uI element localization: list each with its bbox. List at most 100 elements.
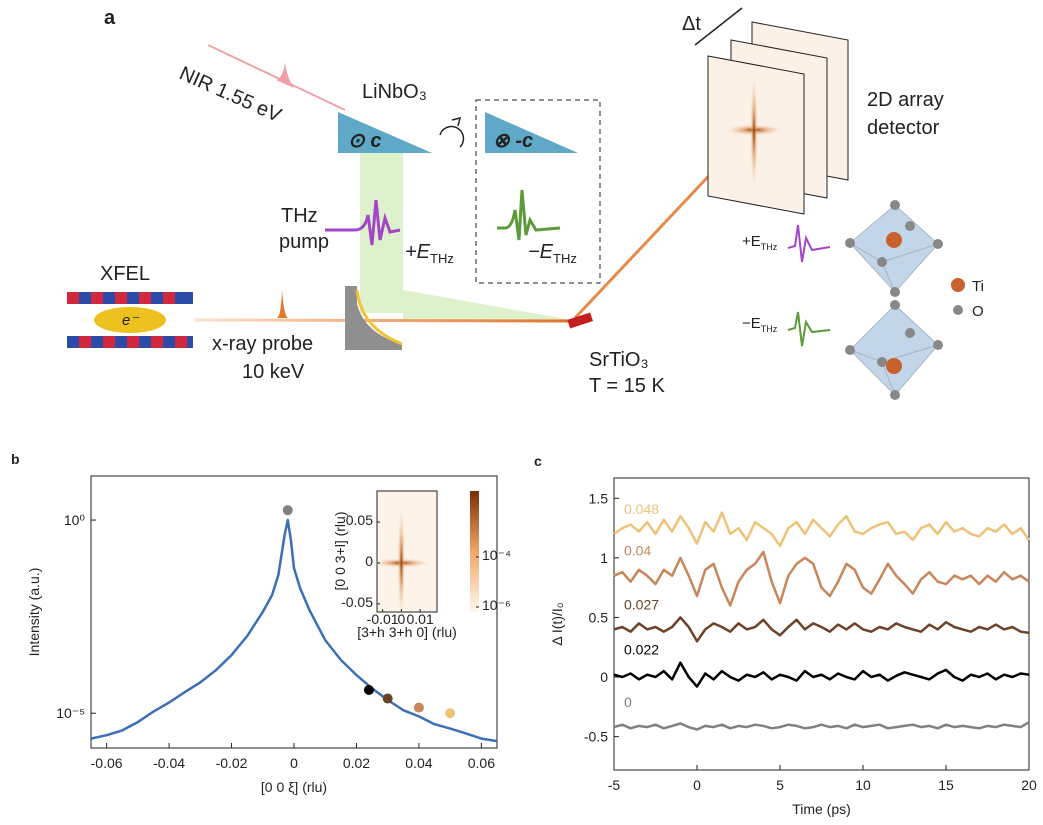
x-tick-label: 15 bbox=[938, 777, 954, 793]
x-tick-label: -0.06 bbox=[91, 755, 123, 771]
field-label: +ETHz bbox=[742, 233, 778, 252]
data-line bbox=[613, 511, 1031, 548]
x-tick-label: -0.02 bbox=[216, 755, 248, 771]
xray-beam bbox=[194, 318, 573, 323]
thz-label: THz bbox=[281, 205, 318, 227]
colorbar-tick-label: 10⁻⁶ bbox=[482, 597, 511, 613]
sample-label: T = 15 K bbox=[589, 375, 665, 397]
y-tick-label: -0.5 bbox=[584, 729, 608, 745]
pulse-plus bbox=[787, 224, 831, 263]
y-tick-label: 10⁻⁵ bbox=[56, 705, 85, 721]
x-tick-label: 0.02 bbox=[343, 755, 370, 771]
y-axis-label: Δ I(t)/I₀ bbox=[549, 602, 565, 645]
data-line bbox=[613, 550, 1030, 607]
panel-label: c bbox=[534, 453, 542, 469]
marker bbox=[382, 693, 393, 704]
x-tick-label: 10 bbox=[855, 777, 871, 793]
crystal-label: LiNbO₃ bbox=[362, 81, 427, 103]
y-tick-label: 0 bbox=[600, 669, 608, 685]
prism-flipped bbox=[485, 112, 578, 153]
field-sub: THz bbox=[761, 324, 778, 334]
thz-pulse-minus bbox=[497, 189, 561, 241]
inset-x-label: [3+h 3+h 0] (rlu) bbox=[357, 624, 457, 640]
atom-label: Ti bbox=[972, 278, 984, 295]
crystal-axis-flipped: ⊗ -c bbox=[493, 130, 533, 152]
y-axis-label: Intensity (a.u.) bbox=[26, 568, 42, 657]
field-sub: THz bbox=[761, 242, 778, 252]
pulse-minus bbox=[787, 311, 831, 347]
inset-x-tick-label: -0.01 bbox=[367, 611, 399, 627]
field-sign: −E bbox=[742, 315, 761, 332]
field-sign: −E bbox=[528, 241, 554, 263]
thz-label: pump bbox=[279, 231, 329, 253]
field-label: +ETHz bbox=[405, 241, 454, 266]
delay-label: Δt bbox=[682, 13, 701, 35]
atom-label: O bbox=[972, 303, 984, 320]
detector-label: detector bbox=[867, 117, 940, 139]
panel-label: b bbox=[11, 451, 20, 467]
data-line bbox=[90, 518, 498, 743]
probe-label: x-ray probe bbox=[212, 333, 313, 355]
thz-focus bbox=[403, 290, 572, 322]
probe-label: 10 keV bbox=[242, 361, 305, 383]
marker bbox=[445, 708, 456, 719]
electron-label: e⁻ bbox=[122, 312, 139, 329]
panel-a: a NIR 1.55 eV LiNbO₃ ⊙ c ⊗ -c THz pump +… bbox=[67, 7, 984, 400]
prism bbox=[338, 112, 432, 153]
x-tick-label: -5 bbox=[608, 777, 621, 793]
field-sign: +E bbox=[742, 233, 761, 250]
x-axis-label: [0 0 ξ] (rlu) bbox=[261, 779, 327, 795]
field-sub: THz bbox=[430, 251, 454, 266]
inset-y-tick-label: -0.05 bbox=[341, 594, 373, 610]
field-sub: THz bbox=[553, 251, 577, 266]
marker bbox=[363, 684, 374, 695]
sample bbox=[567, 312, 593, 329]
inset-y-tick-label: 0.05 bbox=[346, 512, 373, 528]
marker bbox=[282, 505, 293, 516]
colorbar-tick-label: 10⁻⁴ bbox=[482, 547, 511, 563]
x-tick-label: 5 bbox=[776, 777, 784, 793]
x-tick-label: 20 bbox=[1021, 777, 1037, 793]
atoms bbox=[845, 200, 965, 400]
dashed-box bbox=[475, 99, 601, 284]
y-tick-label: 0.5 bbox=[589, 609, 609, 625]
x-tick-label: 0.06 bbox=[468, 755, 495, 771]
xray-pulse bbox=[277, 290, 288, 318]
sample-label: SrTiO₃ bbox=[589, 349, 649, 371]
y-tick-label: 10⁰ bbox=[64, 512, 86, 528]
x-axis-label: Time (ps) bbox=[792, 801, 851, 817]
delay-arrow bbox=[694, 7, 743, 46]
nir-pulse bbox=[276, 62, 294, 88]
electron-bunch bbox=[94, 307, 166, 333]
mirror-coat bbox=[355, 289, 403, 346]
swap-icon bbox=[439, 116, 465, 148]
field-label: −ETHz bbox=[742, 315, 778, 334]
series-label: 0.04 bbox=[624, 543, 651, 559]
plots: -0.06 -0.04 -0.02 0 0.02 0.04 0.06 10⁻⁵ 10⁰ [0 0 … bbox=[11, 451, 1037, 817]
nir-label: NIR 1.55 eV bbox=[176, 62, 285, 127]
inset-y-tick-label: 0 bbox=[365, 553, 373, 569]
undulator bbox=[67, 292, 193, 348]
inset-x-tick-label: 0 bbox=[397, 611, 405, 627]
field-sign: +E bbox=[405, 241, 431, 263]
crystal-axis: ⊙ c bbox=[348, 130, 381, 152]
plot-frame bbox=[613, 477, 1030, 771]
marker bbox=[413, 702, 424, 713]
series-label: 0.022 bbox=[624, 642, 659, 658]
inset-x-tick-label: 0.01 bbox=[407, 611, 434, 627]
y-tick-label: 1 bbox=[600, 550, 608, 566]
x-tick-label: 0 bbox=[693, 777, 701, 793]
data-line bbox=[613, 616, 1030, 643]
x-tick-label: 0.04 bbox=[405, 755, 432, 771]
x-tick-label: 0 bbox=[290, 755, 298, 771]
colorbar bbox=[470, 491, 479, 612]
field-label: −ETHz bbox=[528, 241, 577, 266]
xfel-label: XFEL bbox=[100, 263, 150, 285]
detector-frames bbox=[707, 21, 849, 215]
nir-beam bbox=[207, 44, 346, 111]
inset-y-label: [0 0 3+l] (rlu) bbox=[332, 512, 348, 591]
detector-label: 2D array bbox=[867, 89, 944, 111]
inset-image bbox=[376, 490, 438, 613]
inset-streak bbox=[397, 504, 406, 621]
